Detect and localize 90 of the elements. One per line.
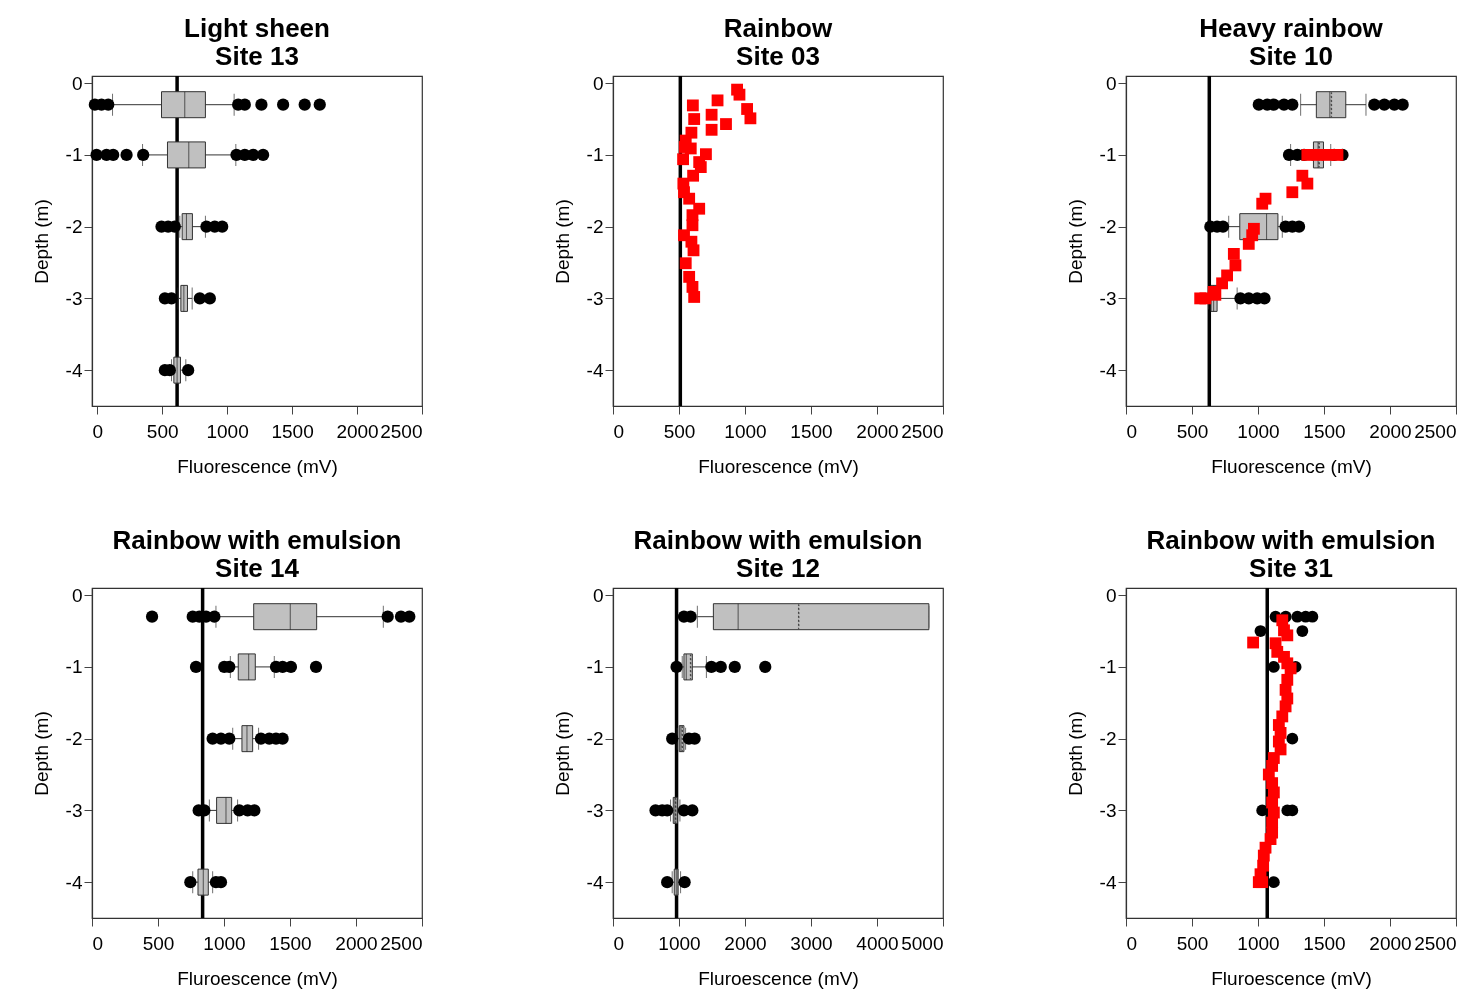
y-tick-label: -1 bbox=[65, 656, 83, 678]
chart-title: Rainbow bbox=[723, 13, 833, 44]
x-axis-title: Fluorescence (mV) bbox=[1211, 455, 1372, 477]
y-tick-label: -2 bbox=[586, 216, 604, 238]
y-tick-label: -1 bbox=[586, 656, 604, 678]
y-axis-title: Depth (m) bbox=[1064, 711, 1086, 796]
chart-subtitle: Site 13 bbox=[215, 41, 299, 72]
x-tick-label: 1500 bbox=[271, 420, 314, 442]
x-tick-label: 1000 bbox=[1237, 932, 1280, 954]
y-axis-title: Depth (m) bbox=[1064, 199, 1086, 284]
x-tick-label: 1000 bbox=[658, 932, 701, 954]
x-tick-label: 1500 bbox=[1303, 420, 1346, 442]
x-tick-label: 5000 bbox=[901, 932, 944, 954]
x-tick-label: 2500 bbox=[1414, 932, 1457, 954]
y-tick-label: 0 bbox=[592, 584, 604, 606]
chart-title: Light sheen bbox=[184, 13, 330, 44]
y-axis-title: Depth (m) bbox=[551, 199, 573, 284]
x-tick-label: 2000 bbox=[856, 420, 899, 442]
y-tick-label: -4 bbox=[65, 359, 83, 381]
x-tick-label: 500 bbox=[1176, 932, 1209, 954]
y-tick-label: -4 bbox=[1099, 359, 1117, 381]
x-tick-label: 0 bbox=[92, 932, 104, 954]
y-tick-label: -3 bbox=[586, 287, 604, 309]
x-tick-label: 2500 bbox=[901, 420, 944, 442]
x-tick-label: 2000 bbox=[336, 420, 379, 442]
x-tick-label: 0 bbox=[1126, 932, 1138, 954]
x-tick-label: 0 bbox=[613, 932, 625, 954]
x-tick-label: 500 bbox=[663, 420, 696, 442]
y-tick-label: 0 bbox=[1105, 72, 1117, 94]
x-tick-label: 1500 bbox=[1303, 932, 1346, 954]
chart-subtitle: Site 14 bbox=[215, 553, 300, 584]
y-tick-label: -3 bbox=[586, 799, 604, 821]
y-axis-title: Depth (m) bbox=[551, 711, 573, 796]
x-tick-label: 0 bbox=[92, 420, 103, 442]
y-tick-label: -3 bbox=[1099, 287, 1117, 309]
x-tick-label: 500 bbox=[142, 932, 175, 954]
chart-subtitle: Site 10 bbox=[1249, 41, 1333, 72]
y-tick-label: -3 bbox=[65, 287, 83, 309]
x-axis-title: Fluorescence (mV) bbox=[177, 455, 338, 477]
y-tick-label: 0 bbox=[71, 72, 83, 94]
x-tick-label: 1000 bbox=[206, 420, 249, 442]
chart-subtitle: Site 31 bbox=[1249, 553, 1333, 584]
x-axis-title: Fluroescence (mV) bbox=[177, 967, 338, 989]
chart-subtitle: Site 12 bbox=[736, 553, 820, 584]
y-tick-label: -2 bbox=[65, 728, 83, 750]
y-tick-label: -3 bbox=[65, 799, 83, 821]
y-tick-label: -2 bbox=[1099, 216, 1117, 238]
chart-title: Rainbow with emulsion bbox=[1146, 525, 1436, 556]
x-tick-label: 1500 bbox=[269, 932, 312, 954]
x-tick-label: 1000 bbox=[724, 420, 767, 442]
y-tick-label: 0 bbox=[1105, 584, 1117, 606]
y-tick-label: 0 bbox=[71, 584, 83, 606]
y-tick-label: -4 bbox=[1099, 871, 1117, 893]
x-tick-label: 2000 bbox=[1369, 932, 1412, 954]
x-tick-label: 4000 bbox=[856, 932, 899, 954]
x-tick-label: 1000 bbox=[1237, 420, 1280, 442]
x-axis-title: Fluroescence (mV) bbox=[1211, 967, 1372, 989]
y-tick-label: -2 bbox=[586, 728, 604, 750]
chart-subtitle: Site 03 bbox=[736, 41, 820, 72]
y-tick-label: -2 bbox=[65, 216, 83, 238]
x-axis-title: Fluroescence (mV) bbox=[698, 967, 859, 989]
y-tick-label: -1 bbox=[65, 144, 83, 166]
x-tick-label: 2500 bbox=[380, 932, 423, 954]
y-tick-label: -4 bbox=[586, 871, 604, 893]
y-tick-label: 0 bbox=[592, 72, 604, 94]
y-tick-label: -2 bbox=[1099, 728, 1117, 750]
y-tick-label: -1 bbox=[1099, 656, 1117, 678]
x-tick-label: 0 bbox=[613, 420, 625, 442]
y-axis-title: Depth (m) bbox=[30, 199, 52, 284]
x-tick-label: 2000 bbox=[1369, 420, 1412, 442]
y-tick-label: -4 bbox=[586, 359, 604, 381]
y-axis-title: Depth (m) bbox=[30, 711, 52, 796]
x-tick-label: 2500 bbox=[380, 420, 423, 442]
x-tick-label: 0 bbox=[1126, 420, 1138, 442]
y-tick-label: -3 bbox=[1099, 799, 1117, 821]
x-axis-title: Fluorescence (mV) bbox=[698, 455, 859, 477]
x-tick-label: 3000 bbox=[790, 932, 833, 954]
x-tick-label: 500 bbox=[146, 420, 179, 442]
x-tick-label: 1500 bbox=[790, 420, 833, 442]
y-tick-label: -1 bbox=[1099, 144, 1117, 166]
x-tick-label: 1000 bbox=[203, 932, 246, 954]
chart-title: Rainbow with emulsion bbox=[112, 525, 402, 556]
x-tick-label: 2000 bbox=[335, 932, 378, 954]
chart-title: Heavy rainbow bbox=[1199, 13, 1384, 44]
y-tick-label: -4 bbox=[65, 871, 83, 893]
y-tick-label: -1 bbox=[586, 144, 604, 166]
x-tick-label: 500 bbox=[1176, 420, 1209, 442]
x-tick-label: 2000 bbox=[724, 932, 767, 954]
x-tick-label: 2500 bbox=[1414, 420, 1457, 442]
chart-title: Rainbow with emulsion bbox=[633, 525, 923, 556]
